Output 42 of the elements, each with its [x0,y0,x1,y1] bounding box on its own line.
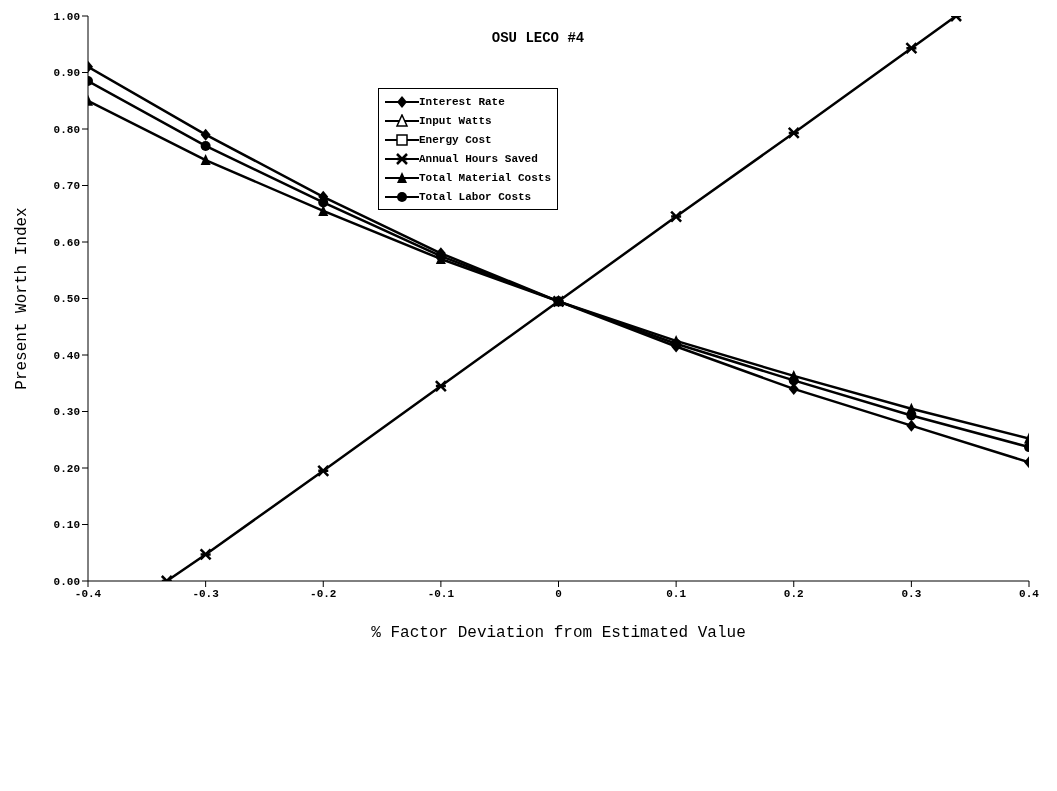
legend-label: Energy Cost [419,133,492,146]
legend-label: Input Watts [419,114,492,127]
x-tick-label: 0.1 [666,587,687,600]
legend-label: Annual Hours Saved [419,152,538,165]
point [787,126,800,140]
y-tick-label: 0.70 [53,180,80,193]
x-tick-label: -0.4 [74,587,102,600]
legend-label: Total Material Costs [419,171,552,184]
x-tick-label: -0.3 [192,587,220,600]
y-tick-label: 1.00 [53,10,80,23]
x-tick-label: 0 [555,587,562,600]
y-axis-title: Present Worth Index [12,207,31,390]
point [434,379,448,393]
point [200,140,211,151]
point [200,154,211,166]
y-tick-label: 0.40 [53,349,80,362]
point [905,41,918,55]
legend-label: Interest Rate [419,95,505,108]
point [669,210,683,223]
y-tick-label: 0.30 [53,406,80,419]
y-tick-label: 0.10 [53,519,80,532]
text: OSU LECO #4 [491,30,585,46]
y-tick-label: 0.50 [53,293,80,306]
point [671,338,682,349]
y-tick-label: 0.90 [53,67,80,80]
point [199,548,212,561]
y-tick-label: 0.20 [53,462,80,475]
y-tick-label: 0.80 [53,123,80,136]
point [317,464,330,478]
point [200,128,211,141]
legend-label: Total Labor Costs [419,190,532,203]
point [906,419,917,432]
x-tick-label: -0.2 [310,587,337,600]
x-tick-label: -0.1 [427,587,455,600]
x-tick-label: 0.2 [783,587,804,600]
y-tick-label: 0.00 [53,575,80,588]
y-tick-label: 0.60 [53,236,80,249]
point [788,375,799,386]
x-tick-label: 0.3 [901,587,922,600]
x-tick-label: 0.4 [1019,587,1040,600]
point [318,197,329,208]
x-axis-title: % Factor Deviation from Estimated Value [371,624,746,642]
